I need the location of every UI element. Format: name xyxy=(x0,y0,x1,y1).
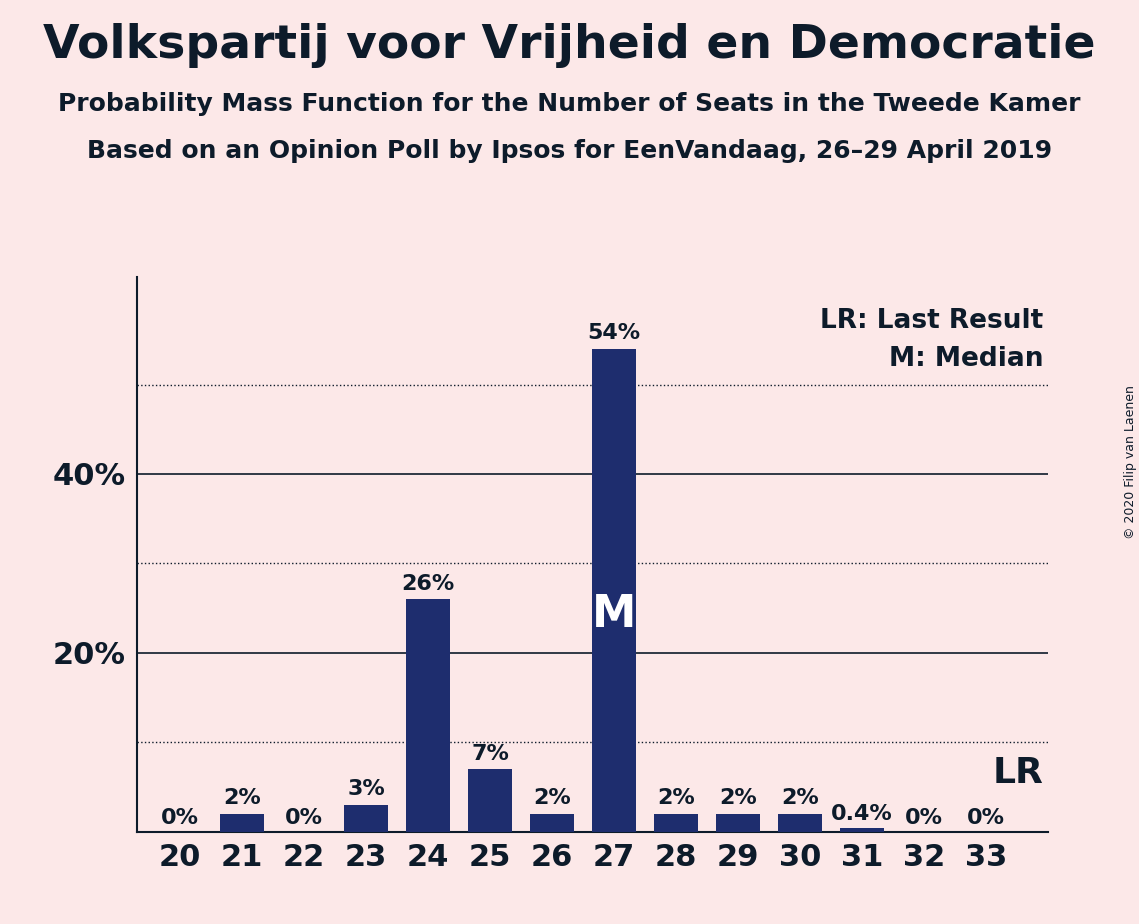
Text: M: M xyxy=(592,593,637,636)
Bar xyxy=(654,814,698,832)
Text: 0.4%: 0.4% xyxy=(831,805,893,824)
Bar xyxy=(220,814,264,832)
Text: LR: LR xyxy=(992,757,1043,790)
Text: 2%: 2% xyxy=(719,788,756,808)
Bar xyxy=(531,814,574,832)
Text: © 2020 Filip van Laenen: © 2020 Filip van Laenen xyxy=(1124,385,1137,539)
Text: 0%: 0% xyxy=(161,808,199,828)
Text: Probability Mass Function for the Number of Seats in the Tweede Kamer: Probability Mass Function for the Number… xyxy=(58,92,1081,116)
Text: 54%: 54% xyxy=(588,323,640,344)
Text: 0%: 0% xyxy=(285,808,323,828)
Bar xyxy=(716,814,760,832)
Text: 0%: 0% xyxy=(904,808,943,828)
Bar xyxy=(592,348,636,832)
Text: 3%: 3% xyxy=(347,780,385,799)
Text: 2%: 2% xyxy=(533,788,571,808)
Bar xyxy=(841,828,884,832)
Bar xyxy=(407,599,450,832)
Text: M: Median: M: Median xyxy=(888,346,1043,372)
Text: 2%: 2% xyxy=(781,788,819,808)
Bar xyxy=(344,805,387,832)
Text: 26%: 26% xyxy=(401,574,454,594)
Text: LR: Last Result: LR: Last Result xyxy=(820,308,1043,334)
Text: Based on an Opinion Poll by Ipsos for EenVandaag, 26–29 April 2019: Based on an Opinion Poll by Ipsos for Ee… xyxy=(87,139,1052,163)
Text: 7%: 7% xyxy=(472,744,509,763)
Text: 2%: 2% xyxy=(657,788,695,808)
Text: Volkspartij voor Vrijheid en Democratie: Volkspartij voor Vrijheid en Democratie xyxy=(43,23,1096,68)
Bar xyxy=(468,769,511,832)
Text: 2%: 2% xyxy=(223,788,261,808)
Text: 0%: 0% xyxy=(967,808,1005,828)
Bar xyxy=(778,814,821,832)
